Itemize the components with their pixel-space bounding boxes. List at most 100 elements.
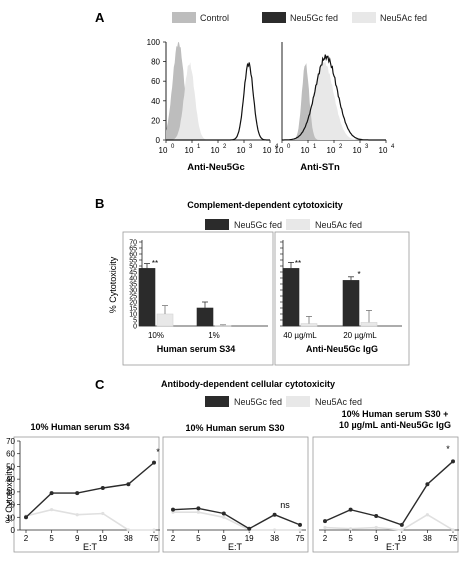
c2-xtick-label: 19 <box>245 534 254 543</box>
c1-xtick-label: 75 <box>150 534 159 543</box>
bar-left-neu5ac <box>214 325 232 327</box>
sub3-xlabel: E:T <box>386 542 401 552</box>
histogram-left-ytick-label: 20 <box>151 116 160 125</box>
histogram-left-xtick-exponent: 4 <box>275 144 279 150</box>
c2-point-neu5gc <box>221 511 226 516</box>
histogram-right-xtick-label: 10 <box>275 146 284 155</box>
legend-c-neu5gc-swatch <box>205 396 229 407</box>
histogram-right: 10 0 10 1 10 2 10 3 10 4 Anti-STn <box>275 42 395 173</box>
c2-xtick-label: 75 <box>296 534 305 543</box>
histogram-left-xlabel: Anti-Neu5Gc <box>187 162 245 173</box>
c1-xtick-label: 38 <box>124 534 133 543</box>
bar-right-neu5ac <box>300 323 318 327</box>
c1-point-neu5gc <box>24 515 28 520</box>
panel-b: B Complement-dependent cytotoxicity Neu5… <box>95 196 410 366</box>
sub2-xlabel: E:T <box>228 542 243 552</box>
histogram-left-xtick-label: 10 <box>159 146 168 155</box>
c3-point-neu5ac <box>425 513 429 517</box>
c3-point-neu5gc <box>348 507 353 512</box>
c3-point-neu5gc <box>323 519 327 524</box>
panel-b-ytick-label: 60 <box>129 252 137 259</box>
panel-b-title: Complement-dependent cytotoxicity <box>187 200 343 210</box>
histogram-left-neu5ac-area <box>166 62 270 141</box>
histogram-left-xtick-label: 10 <box>211 146 220 155</box>
c3-point-neu5gc <box>451 459 455 464</box>
c2-point-neu5gc <box>196 506 201 511</box>
sub1-ytick-label: 10 <box>6 513 15 522</box>
panel-b-right-box <box>274 231 410 366</box>
panel-b-ytick-label: 55 <box>129 258 137 265</box>
c1-point-neu5gc <box>49 491 54 496</box>
c1-point-neu5gc <box>126 482 131 487</box>
legend-c-neu5ac-swatch <box>286 396 310 407</box>
c2-point-neu5gc <box>298 522 302 527</box>
panel-b-category-label: 40 µg/mL <box>283 331 317 340</box>
bar-right-neu5gc <box>342 280 360 327</box>
c3-xtick-label: 9 <box>374 534 379 543</box>
panel-b-ytick-label: 35 <box>129 282 137 289</box>
c1-point-neu5ac <box>101 511 105 516</box>
legend-b-neu5gc-swatch <box>205 219 229 230</box>
sub1-ytick-label: 20 <box>6 501 15 510</box>
legend-b-neu5ac-swatch <box>286 219 310 230</box>
legend-a-control-swatch <box>172 12 196 23</box>
c1-point-neu5ac <box>75 513 79 517</box>
histogram-right-xlabel: Anti-STn <box>300 162 340 173</box>
sub3-significance: * <box>446 444 450 454</box>
panel-b-ytick-label: 30 <box>129 288 137 295</box>
panel-b-ytick-label: 10 <box>129 312 137 319</box>
panel-b-ytick-label: 25 <box>129 294 137 301</box>
sub1-title: 10% Human serum S34 <box>30 422 129 432</box>
histogram-left-control-area <box>166 42 270 140</box>
histogram-right-xtick-exponent: 2 <box>339 144 343 150</box>
c1-xtick-label: 9 <box>75 534 80 543</box>
c3-xtick-label: 2 <box>323 534 328 543</box>
c1-point-neu5ac <box>152 528 156 532</box>
c1-point-neu5ac <box>126 528 130 532</box>
sub3-title-line2: 10 µg/mL anti-Neu5Gc IgG <box>339 420 451 430</box>
panel-b-ytick-label: 45 <box>129 270 137 277</box>
histogram-right-xtick-label: 10 <box>379 146 388 155</box>
c3-point-neu5ac <box>400 528 404 532</box>
legend-b-neu5gc-label: Neu5Gc fed <box>234 220 282 230</box>
c3-point-neu5ac <box>451 528 455 532</box>
legend-b-neu5ac-label: Neu5Ac fed <box>315 220 362 230</box>
c3-xtick-label: 38 <box>423 534 432 543</box>
c3-xtick-label: 75 <box>449 534 458 543</box>
panel-b-significance-left: ** <box>152 259 158 268</box>
c3-line-neu5ac <box>324 513 454 531</box>
panel-b-ytick-label: 15 <box>129 306 137 313</box>
sub1-significance: * <box>156 447 160 457</box>
c1-xtick-label: 19 <box>98 534 107 543</box>
panel-b-letter: B <box>95 196 104 211</box>
panel-b-ytick-label: 65 <box>129 246 137 253</box>
c1-point-neu5ac <box>50 508 54 512</box>
c2-point-neu5gc <box>171 507 175 512</box>
panel-b-ytick-label: 50 <box>129 264 137 271</box>
legend-a-neu5ac-label: Neu5Ac fed <box>380 13 427 23</box>
panel-b-ytick-label: 20 <box>129 300 137 307</box>
histogram-right-xtick-label: 10 <box>327 146 336 155</box>
c1-xtick-label: 2 <box>24 534 29 543</box>
sub1-ytick-label: 30 <box>6 488 15 497</box>
histogram-left-ytick-label: 40 <box>151 97 160 106</box>
c1-point-neu5gc <box>152 460 156 465</box>
bar-right-neu5ac <box>360 322 378 327</box>
histogram-right-xtick-label: 10 <box>353 146 362 155</box>
legend-a-neu5gc-swatch <box>262 12 286 23</box>
c2-xtick-label: 5 <box>196 534 201 543</box>
line-plot-sub1: 0 10 20 30 40 50 60 70 2 5 9 19 38 75 <box>6 437 160 543</box>
histogram-left-xtick-label: 10 <box>185 146 194 155</box>
histogram-right-neu5gc-line <box>282 54 386 141</box>
c2-line-neu5ac <box>173 511 300 531</box>
c2-line-neu5gc <box>172 507 301 530</box>
c1-xtick-label: 5 <box>49 534 54 543</box>
panel-b-ylabel: % Cytotoxicity <box>108 256 118 313</box>
legend-c-neu5gc-label: Neu5Gc fed <box>234 397 282 407</box>
bar-left-neu5gc <box>138 268 156 327</box>
histogram-right-xtick-exponent: 1 <box>313 144 317 150</box>
histogram-left-ytick-label: 0 <box>156 136 161 145</box>
c1-point-neu5gc <box>75 491 80 496</box>
c2-point-neu5gc <box>272 512 277 517</box>
